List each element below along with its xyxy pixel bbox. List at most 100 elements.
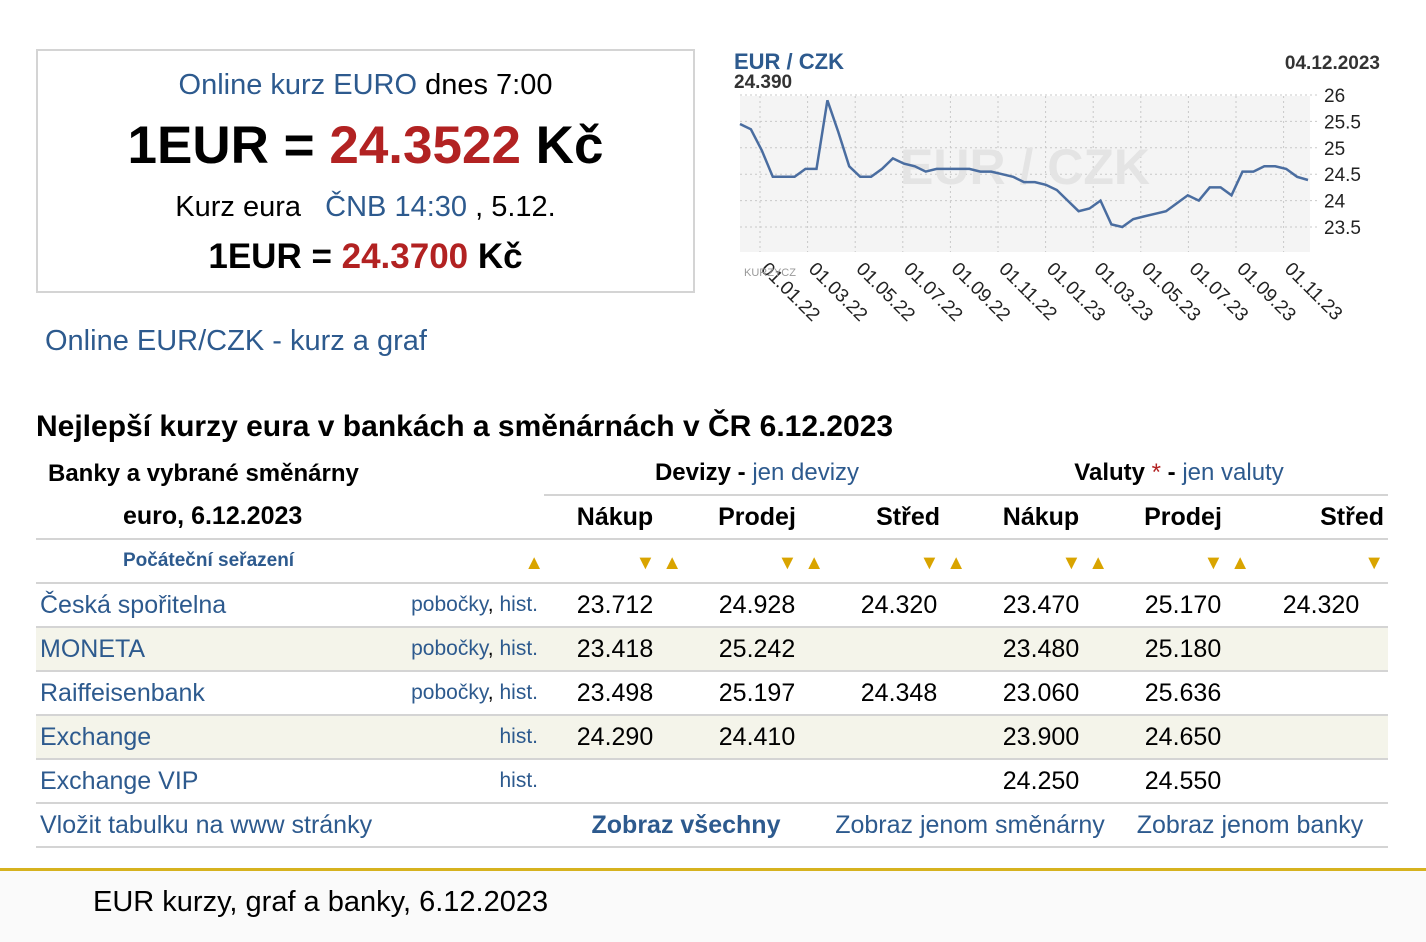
online-rate-unit: Kč xyxy=(535,116,604,175)
history-link[interactable]: hist. xyxy=(499,681,538,704)
chart-y-tick-label: 26 xyxy=(1324,86,1345,107)
chart-y-tick-label: 24.5 xyxy=(1324,165,1361,186)
valuty-only-link[interactable]: jen valuty xyxy=(1182,459,1284,486)
table-row: Exchange VIP hist. 24.250 24.550 xyxy=(36,758,1388,803)
chart-title: EUR / CZK xyxy=(734,49,844,74)
online-rate-value: 24.3522 xyxy=(329,116,521,175)
val-buy-cell: 23.470 xyxy=(970,582,1112,627)
chart-watermark: EUR / CZK xyxy=(900,139,1150,195)
chart-y-tick-label: 23.5 xyxy=(1324,218,1361,239)
val-mid-cell xyxy=(1254,626,1388,671)
branches-link[interactable]: pobočky xyxy=(411,637,488,660)
col-val-buy: Nákup xyxy=(970,494,1112,539)
history-link[interactable]: hist. xyxy=(499,593,538,616)
footer xyxy=(0,871,1426,942)
comma: , xyxy=(487,681,494,704)
comma: , xyxy=(487,637,494,660)
online-rate-value-line: 1EUR = 24.3522 Kč xyxy=(38,115,693,176)
cnb-rate-value: 24.3700 xyxy=(341,237,469,276)
footer-divider xyxy=(0,868,1426,871)
sort-desc-icon[interactable]: ▼ xyxy=(1061,551,1082,574)
dev-mid-cell: 24.320 xyxy=(828,582,970,627)
dev-mid-cell xyxy=(828,714,970,759)
initial-sort-link[interactable]: Počáteční seřazení xyxy=(123,550,295,571)
cnb-rate-label: Kurz eura xyxy=(175,191,301,223)
valuty-sep: - xyxy=(1161,459,1183,486)
dev-sell-cell: 24.410 xyxy=(686,714,828,759)
val-mid-cell xyxy=(1254,670,1388,715)
sort-desc-icon[interactable]: ▼ xyxy=(919,551,940,574)
show-all-link[interactable]: Zobraz všechny xyxy=(591,810,781,839)
chart-brand: KURZYCZ xyxy=(744,267,796,279)
show-banks-link[interactable]: Zobraz jenom banky xyxy=(1136,810,1364,839)
online-chart-link[interactable]: Online EUR/CZK - kurz a graf xyxy=(45,325,427,357)
history-link[interactable]: hist. xyxy=(499,637,538,660)
val-mid-cell xyxy=(1254,758,1388,803)
table-row: MONETA pobočky, hist. 23.418 25.242 23.4… xyxy=(36,626,1388,671)
history-link[interactable]: hist. xyxy=(499,725,538,748)
table-row: Raiffeisenbank pobočky, hist. 23.498 25.… xyxy=(36,670,1388,715)
sort-asc-icon[interactable]: ▲ xyxy=(524,551,544,574)
val-sell-cell: 24.650 xyxy=(1112,714,1254,759)
chart-y-tick-label: 25.5 xyxy=(1324,112,1361,133)
cnb-rate-unit: Kč xyxy=(477,237,523,276)
col-val-sell: Prodej xyxy=(1112,494,1254,539)
online-rate-line: Online kurz EURO dnes 7:00 xyxy=(38,69,693,102)
cnb-rate-link[interactable]: ČNB 14:30 xyxy=(325,191,468,223)
dev-mid-cell: 24.348 xyxy=(828,670,970,715)
rates-table: Banky a vybrané směnárny Devizy - jen de… xyxy=(36,452,1388,848)
dev-buy-cell: 24.290 xyxy=(544,714,686,759)
cnb-rate-lhs: 1EUR = xyxy=(208,237,332,276)
val-sell-cell: 25.636 xyxy=(1112,670,1254,715)
sort-desc-icon[interactable]: ▼ xyxy=(1203,551,1224,574)
cnb-rate-date: , 5.12. xyxy=(475,191,556,223)
val-buy-cell: 24.250 xyxy=(970,758,1112,803)
show-exchanges-link[interactable]: Zobraz jenom směnárny xyxy=(835,810,1105,839)
dev-buy-cell xyxy=(544,758,686,803)
dev-sell-cell: 24.928 xyxy=(686,582,828,627)
dev-sell-cell xyxy=(686,758,828,803)
dev-mid-cell xyxy=(828,758,970,803)
val-sell-cell: 24.550 xyxy=(1112,758,1254,803)
cnb-rate-line: Kurz eura ČNB 14:30 , 5.12. xyxy=(38,191,693,224)
val-sell-cell: 25.180 xyxy=(1112,626,1254,671)
val-sell-cell: 25.170 xyxy=(1112,582,1254,627)
sort-desc-icon[interactable]: ▼ xyxy=(777,551,798,574)
chart-y-tick-label: 25 xyxy=(1324,139,1345,160)
sort-desc-icon[interactable]: ▼ xyxy=(1364,551,1384,574)
sort-asc-icon[interactable]: ▲ xyxy=(946,551,966,574)
bank-name-link[interactable]: MONETA xyxy=(40,634,146,663)
dev-sell-cell: 25.197 xyxy=(686,670,828,715)
dev-buy-cell: 23.712 xyxy=(544,582,686,627)
sort-asc-icon[interactable]: ▲ xyxy=(804,551,824,574)
devizy-only-link[interactable]: jen devizy xyxy=(752,459,860,486)
table-row: Česká spořitelna pobočky, hist. 23.712 2… xyxy=(36,582,1388,627)
devizy-sep: - xyxy=(730,459,753,486)
bank-name-link[interactable]: Exchange xyxy=(40,722,152,751)
dev-sell-cell: 25.242 xyxy=(686,626,828,671)
sort-asc-icon[interactable]: ▲ xyxy=(662,551,682,574)
valuty-star: * xyxy=(1151,459,1161,486)
devizy-label: Devizy xyxy=(654,459,731,486)
chart-last-value: 24.390 xyxy=(734,72,792,93)
table-left-title-1: Banky a vybrané směnárny xyxy=(48,459,359,487)
table-row: Exchange hist. 24.290 24.410 23.900 24.6… xyxy=(36,714,1388,759)
branches-link[interactable]: pobočky xyxy=(411,593,488,616)
eur-czk-chart[interactable]: EUR / CZK 24.390 04.12.2023 EUR / CZK 26… xyxy=(730,44,1390,354)
bank-name-link[interactable]: Exchange VIP xyxy=(40,766,199,795)
embed-table-link[interactable]: Vložit tabulku na www stránky xyxy=(40,810,373,839)
bank-name-link[interactable]: Česká spořitelna xyxy=(40,590,227,619)
branches-link[interactable]: pobočky xyxy=(411,681,488,704)
sort-asc-icon[interactable]: ▲ xyxy=(1230,551,1250,574)
online-rate-link[interactable]: Online kurz EURO xyxy=(178,69,418,101)
history-link[interactable]: hist. xyxy=(499,769,538,792)
sort-desc-icon[interactable]: ▼ xyxy=(635,551,656,574)
dev-buy-cell: 23.498 xyxy=(544,670,686,715)
table-left-title-2: euro, 6.12.2023 xyxy=(123,502,303,530)
col-dev-buy: Nákup xyxy=(544,494,686,539)
bank-name-link[interactable]: Raiffeisenbank xyxy=(40,678,205,707)
sort-asc-icon[interactable]: ▲ xyxy=(1088,551,1108,574)
val-buy-cell: 23.060 xyxy=(970,670,1112,715)
devizy-header: Devizy - jen devizy xyxy=(544,452,970,495)
val-buy-cell: 23.480 xyxy=(970,626,1112,671)
